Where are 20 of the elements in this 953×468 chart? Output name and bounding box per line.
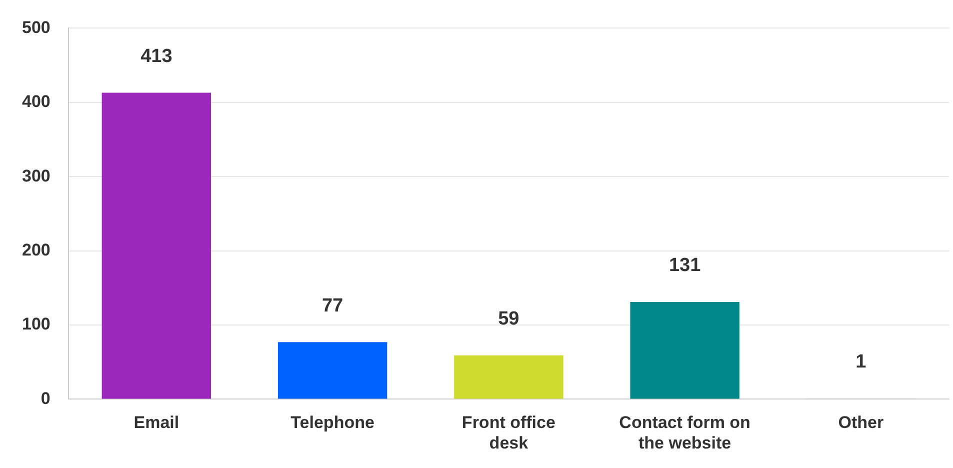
y-tick-label: 200 <box>22 240 50 260</box>
y-tick-label: 500 <box>22 18 50 37</box>
y-tick-label: 0 <box>40 388 50 408</box>
x-tick-label: Contact form on the website <box>619 413 750 452</box>
y-tick-label: 300 <box>22 166 50 186</box>
bar <box>102 92 212 399</box>
data-label: 1 <box>856 352 867 373</box>
y-tick-label: 100 <box>22 314 50 334</box>
bar <box>278 342 388 399</box>
x-tick-label: Telephone <box>290 413 374 432</box>
bar <box>630 302 740 399</box>
x-tick-label: Other <box>838 413 884 432</box>
data-label: 77 <box>322 295 344 316</box>
data-label: 59 <box>498 308 520 330</box>
y-tick-label: 400 <box>22 92 50 112</box>
bar <box>454 355 564 399</box>
data-label: 131 <box>668 255 702 276</box>
data-label: 413 <box>140 46 172 67</box>
x-tick-label: Email <box>134 413 180 432</box>
x-tick-label: Front office desk <box>462 413 556 452</box>
